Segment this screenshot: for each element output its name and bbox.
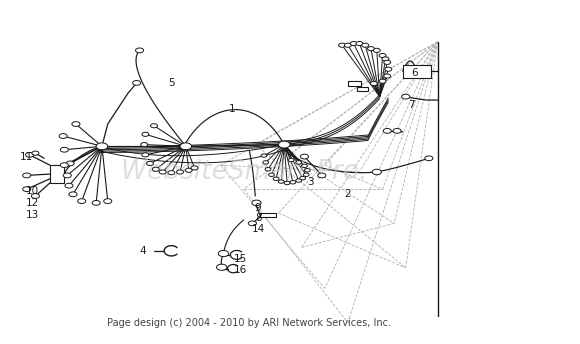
Bar — [50, 165, 64, 183]
Text: 8: 8 — [255, 213, 262, 223]
Circle shape — [60, 163, 68, 168]
Circle shape — [339, 43, 346, 47]
Circle shape — [265, 168, 271, 171]
Circle shape — [26, 152, 34, 157]
Text: WebsiteSmart Pro.: WebsiteSmart Pro. — [121, 159, 367, 185]
Text: 11: 11 — [20, 152, 34, 162]
Circle shape — [284, 181, 290, 185]
Text: Page design (c) 2004 - 2010 by ARI Network Services, Inc.: Page design (c) 2004 - 2010 by ARI Netwo… — [107, 318, 392, 328]
Circle shape — [302, 164, 307, 168]
Circle shape — [290, 181, 296, 184]
Circle shape — [383, 129, 392, 133]
Circle shape — [216, 264, 227, 270]
Circle shape — [379, 53, 386, 57]
Text: 13: 13 — [26, 210, 39, 220]
Circle shape — [176, 170, 183, 174]
Circle shape — [382, 57, 389, 61]
Text: 5: 5 — [168, 78, 175, 88]
Text: 10: 10 — [26, 186, 39, 196]
Circle shape — [362, 43, 369, 47]
Circle shape — [273, 177, 279, 181]
Circle shape — [69, 192, 77, 197]
Circle shape — [372, 169, 382, 175]
Circle shape — [147, 161, 154, 165]
Text: 9: 9 — [255, 203, 262, 213]
Circle shape — [141, 142, 148, 147]
Circle shape — [92, 201, 100, 205]
Circle shape — [252, 200, 261, 206]
Circle shape — [356, 42, 363, 45]
Circle shape — [72, 122, 80, 127]
Circle shape — [300, 176, 306, 180]
Circle shape — [168, 171, 175, 175]
Circle shape — [31, 194, 39, 198]
Circle shape — [384, 74, 391, 78]
Circle shape — [151, 124, 158, 128]
Circle shape — [23, 173, 31, 178]
Text: 4: 4 — [139, 246, 146, 256]
Circle shape — [304, 169, 310, 172]
Circle shape — [180, 143, 191, 150]
Circle shape — [402, 94, 410, 99]
Text: 6: 6 — [411, 68, 418, 78]
Circle shape — [63, 173, 71, 178]
Text: 2: 2 — [345, 189, 351, 199]
Circle shape — [261, 154, 267, 157]
Text: 7: 7 — [408, 100, 415, 110]
Text: 16: 16 — [234, 265, 248, 275]
Circle shape — [142, 132, 149, 136]
Circle shape — [350, 42, 357, 45]
Circle shape — [153, 167, 160, 171]
Circle shape — [160, 170, 166, 174]
Circle shape — [218, 250, 229, 257]
Circle shape — [374, 48, 380, 52]
Circle shape — [32, 151, 39, 155]
Text: 15: 15 — [234, 254, 248, 265]
Bar — [357, 87, 368, 92]
Circle shape — [191, 166, 198, 170]
Circle shape — [78, 199, 86, 204]
Text: 12: 12 — [26, 198, 39, 208]
Circle shape — [303, 173, 309, 176]
Bar — [403, 65, 430, 78]
Circle shape — [136, 48, 144, 53]
Circle shape — [384, 60, 391, 64]
Circle shape — [296, 161, 302, 164]
Text: 14: 14 — [252, 224, 265, 234]
Circle shape — [300, 154, 309, 159]
Circle shape — [345, 43, 351, 47]
Circle shape — [263, 161, 269, 164]
Circle shape — [371, 82, 378, 86]
Circle shape — [296, 179, 302, 182]
Circle shape — [66, 161, 74, 166]
Circle shape — [425, 156, 433, 161]
Circle shape — [104, 199, 112, 204]
Circle shape — [278, 141, 290, 148]
Circle shape — [269, 173, 274, 176]
Circle shape — [142, 153, 149, 157]
Bar — [260, 213, 276, 217]
Circle shape — [288, 158, 294, 162]
Circle shape — [60, 147, 68, 152]
Circle shape — [65, 183, 73, 188]
Circle shape — [133, 80, 141, 85]
Circle shape — [385, 67, 392, 71]
Circle shape — [278, 180, 284, 183]
Circle shape — [59, 133, 67, 138]
Circle shape — [96, 143, 108, 150]
Circle shape — [185, 168, 192, 172]
Bar — [348, 81, 361, 86]
Circle shape — [368, 46, 375, 51]
Circle shape — [23, 187, 31, 192]
Circle shape — [393, 129, 401, 133]
Circle shape — [248, 221, 256, 226]
Text: 1: 1 — [229, 104, 235, 114]
Text: 3: 3 — [307, 177, 314, 187]
Circle shape — [318, 173, 326, 178]
Circle shape — [379, 79, 386, 83]
